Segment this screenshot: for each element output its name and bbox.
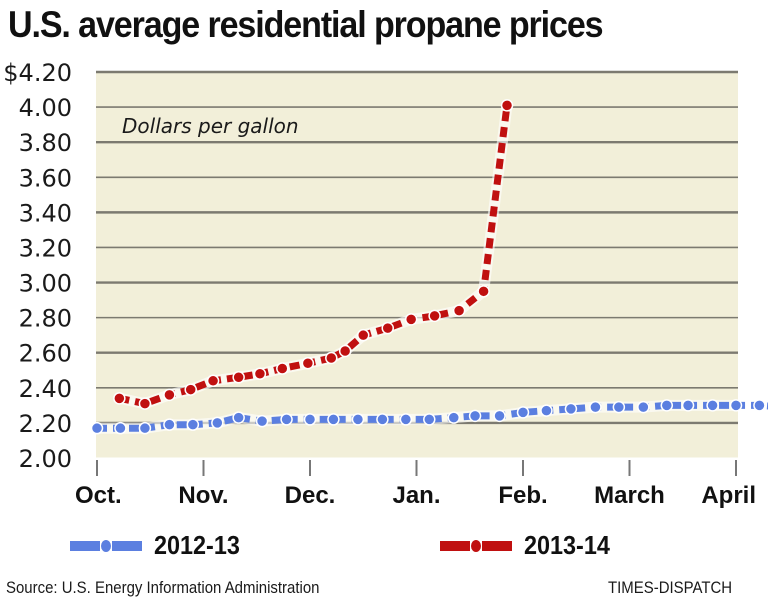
legend-swatch-2013-14 (440, 539, 512, 552)
data-point (113, 392, 126, 405)
data-point (681, 399, 695, 412)
data-point (186, 418, 200, 431)
data-point (477, 285, 490, 298)
data-point (564, 402, 578, 416)
x-tick-label: Nov. (178, 482, 228, 509)
data-point (163, 418, 176, 431)
data-point (376, 413, 389, 426)
gridlines (96, 70, 738, 425)
x-tick-label: Dec. (285, 482, 336, 509)
y-tick-label: 3.20 (19, 234, 72, 262)
y-tick-label: 3.80 (19, 129, 72, 157)
x-tick-label: Jan. (392, 482, 440, 509)
data-point (114, 421, 127, 435)
data-point (232, 411, 245, 424)
data-point (303, 413, 317, 426)
x-tick-label: March (594, 482, 665, 509)
data-point (589, 400, 602, 414)
data-point (206, 374, 220, 388)
data-point (163, 388, 176, 402)
data-point (338, 344, 352, 358)
y-tick-label: 3.60 (19, 164, 72, 192)
data-point (500, 99, 514, 112)
y-tick-label: 3.00 (19, 270, 72, 298)
data-point (540, 404, 553, 417)
data-point (351, 413, 365, 426)
y-tick-label: $4.20 (3, 59, 72, 87)
data-point (211, 416, 224, 430)
unit-label: Dollars per gallon (122, 114, 299, 138)
series-2012-13 (90, 399, 768, 435)
legend-label-2012-13: 2012-13 (154, 530, 240, 560)
data-point (90, 421, 104, 435)
data-point (138, 397, 152, 410)
legend-item-2013-14: 2013-14 (440, 530, 619, 561)
chart-title: U.S. average residential propane prices (8, 4, 604, 45)
source-note: Source: U.S. Energy Information Administ… (6, 578, 320, 597)
plot-background (96, 72, 738, 458)
data-point (253, 367, 267, 381)
data-point (404, 313, 418, 326)
y-tick-label: 2.80 (19, 305, 72, 333)
data-point (447, 411, 461, 424)
data-point (468, 409, 482, 423)
data-point (612, 400, 626, 414)
x-axis: Oct. Nov. Dec. Jan. Feb. March April (75, 457, 756, 509)
legend-item-2012-13: 2012-13 (70, 530, 249, 561)
data-point (706, 399, 719, 412)
y-tick-label: 2.20 (19, 410, 72, 438)
x-tick-label: Feb. (498, 482, 547, 509)
data-point (729, 399, 743, 412)
x-tick-label: Oct. (75, 482, 122, 509)
data-point (301, 357, 315, 370)
data-point (138, 421, 152, 435)
data-point (637, 400, 650, 414)
credit-line: TIMES-DISPATCH (608, 578, 733, 597)
data-point (276, 362, 289, 375)
data-point (493, 409, 506, 423)
data-point (423, 413, 436, 426)
y-tick-label: 4.00 (19, 94, 72, 122)
y-tick-label: 2.60 (19, 340, 72, 368)
data-point (428, 309, 441, 323)
data-point (753, 399, 766, 412)
series-2013-14 (113, 99, 514, 410)
y-tick-label: 3.40 (19, 199, 72, 227)
data-point (232, 371, 245, 384)
data-point (357, 328, 370, 342)
data-point (184, 383, 197, 396)
y-tick-label: 2.00 (19, 445, 72, 473)
y-axis-ticks: 2.00 2.20 2.40 2.60 2.80 3.00 3.20 3.40 3.60 3.80… (3, 59, 72, 473)
data-point (452, 304, 466, 317)
y-tick-label: 2.40 (19, 375, 72, 403)
legend-label-2013-14: 2013-14 (524, 530, 610, 560)
line-chart: 2.00 2.20 2.40 2.60 2.80 3.00 3.20 3.40 3.60 3.80… (3, 59, 768, 509)
data-point (255, 414, 269, 428)
legend-swatch-2012-13 (70, 539, 142, 552)
data-point (381, 321, 394, 335)
data-point (516, 406, 530, 419)
data-point (660, 399, 674, 412)
series-group (90, 99, 768, 435)
data-point (325, 351, 338, 365)
data-point (327, 413, 340, 426)
data-point (399, 413, 413, 426)
x-tick-label: April (701, 482, 756, 509)
data-point (280, 413, 293, 426)
